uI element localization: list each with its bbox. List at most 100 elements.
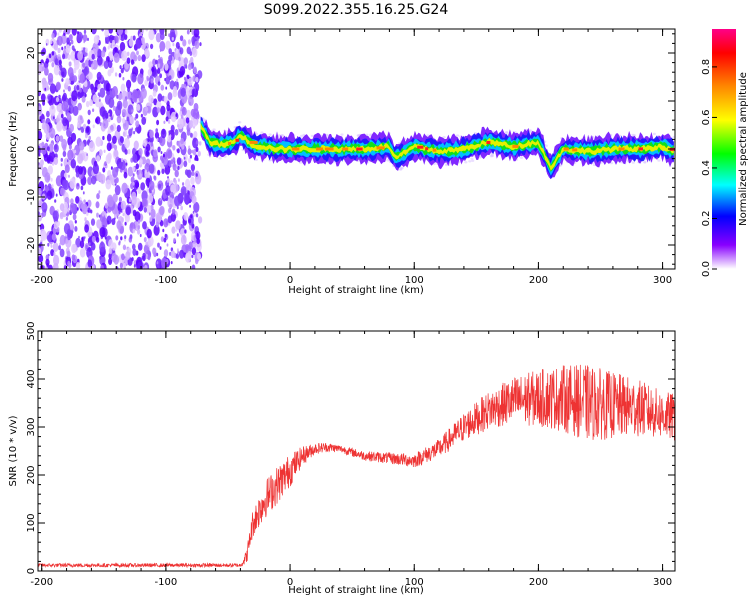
noise-speckle — [105, 179, 112, 190]
noise-speckle — [120, 236, 123, 241]
ridge-halo — [254, 158, 258, 161]
ridge-halo — [280, 134, 284, 137]
noise-speckle — [60, 67, 67, 78]
noise-speckle — [142, 221, 147, 230]
noise-speckle — [155, 128, 158, 133]
noise-speckle — [40, 230, 47, 241]
noise-speckle — [189, 154, 192, 159]
noise-speckle — [177, 148, 180, 154]
noise-speckle — [156, 58, 164, 70]
noise-speckle — [69, 42, 72, 46]
noise-speckle — [132, 228, 136, 234]
noise-speckle — [162, 228, 165, 233]
x-tick-label: 200 — [529, 275, 548, 286]
noise-speckle — [96, 193, 100, 200]
noise-speckle — [110, 124, 114, 131]
noise-speckle — [92, 163, 99, 175]
noise-speckle — [170, 124, 175, 132]
noise-speckle — [59, 234, 66, 246]
noise-speckle — [64, 265, 67, 269]
noise-speckle — [156, 252, 159, 257]
noise-speckle — [197, 70, 203, 79]
noise-speckle — [144, 264, 148, 269]
colorbar-tick-label: 0.6 — [701, 109, 712, 125]
noise-speckle — [50, 244, 53, 248]
noise-speckle — [112, 135, 117, 144]
noise-speckle — [130, 35, 133, 41]
ridge-halo — [464, 161, 468, 164]
noise-speckle — [80, 185, 84, 191]
noise-speckle — [45, 258, 50, 266]
noise-speckle — [133, 264, 136, 268]
ridge-halo — [426, 134, 430, 137]
noise-speckle — [84, 66, 90, 75]
noise-speckle — [167, 176, 169, 179]
noise-speckle — [85, 244, 88, 250]
noise-speckle — [61, 138, 67, 150]
noise-speckle — [124, 123, 127, 127]
noise-speckle — [108, 97, 115, 109]
noise-speckle — [193, 29, 200, 38]
noise-speckle — [141, 198, 147, 207]
noise-speckle — [88, 72, 93, 80]
noise-speckle — [168, 54, 173, 62]
noise-speckle — [132, 166, 135, 172]
noise-speckle — [61, 46, 64, 51]
y-tick-label: 200 — [26, 465, 37, 484]
colorbar-tick-label: 0.8 — [701, 59, 712, 75]
snr-panel: -200 -100 0 100 200 300 0 100 200 300 400 500 Heig… — [8, 321, 676, 596]
noise-speckle — [52, 262, 59, 269]
noise-speckle — [190, 164, 195, 172]
noise-speckle — [63, 207, 68, 214]
colorbar-gradient — [712, 29, 736, 269]
noise-speckle — [38, 254, 44, 263]
noise-speckle — [113, 144, 118, 151]
noise-speckle — [197, 253, 202, 260]
noise-speckle — [83, 123, 87, 130]
noise-speckle — [121, 253, 125, 261]
colorbar-tick-label: 0.2 — [701, 211, 712, 227]
noise-speckle — [38, 90, 41, 97]
y-tick-label: 400 — [26, 369, 37, 388]
noise-speckle — [53, 43, 59, 51]
noise-speckle — [70, 158, 77, 169]
noise-speckle — [140, 113, 143, 118]
noise-speckle — [92, 108, 95, 112]
noise-speckle — [49, 151, 56, 162]
noise-speckle — [150, 78, 154, 84]
noise-speckle — [184, 79, 187, 83]
noise-speckle — [44, 67, 49, 76]
noise-speckle — [56, 65, 59, 68]
noise-speckle — [53, 157, 59, 165]
noise-speckle — [53, 254, 60, 266]
noise-speckle — [77, 91, 81, 97]
noise-speckle — [91, 53, 95, 60]
noise-speckle — [124, 29, 128, 35]
noise-speckle — [64, 45, 66, 50]
noise-speckle — [148, 180, 155, 191]
noise-speckle — [107, 69, 112, 77]
noise-speckle — [188, 120, 194, 129]
noise-speckle — [105, 164, 108, 169]
noise-speckle — [153, 98, 158, 106]
ridge-halo — [505, 131, 509, 134]
spectrogram-y-label: Frequency (Hz) — [8, 111, 19, 187]
noise-speckle — [78, 105, 82, 111]
noise-speckle — [91, 235, 96, 243]
noise-speckle — [155, 29, 159, 32]
noise-speckle — [131, 73, 137, 83]
noise-speckle — [47, 72, 54, 83]
noise-speckle — [133, 140, 139, 150]
noise-speckle — [118, 240, 121, 244]
noise-speckle — [69, 123, 74, 133]
noise-speckle — [94, 86, 98, 93]
noise-speckle — [125, 206, 131, 216]
noise-speckle — [125, 162, 128, 166]
noise-speckle — [153, 224, 160, 236]
noise-speckle — [59, 212, 64, 220]
noise-speckle — [50, 39, 53, 45]
noise-speckle — [99, 227, 106, 238]
noise-speckle — [132, 173, 135, 177]
noise-speckle — [166, 243, 169, 247]
noise-speckle — [86, 126, 90, 133]
